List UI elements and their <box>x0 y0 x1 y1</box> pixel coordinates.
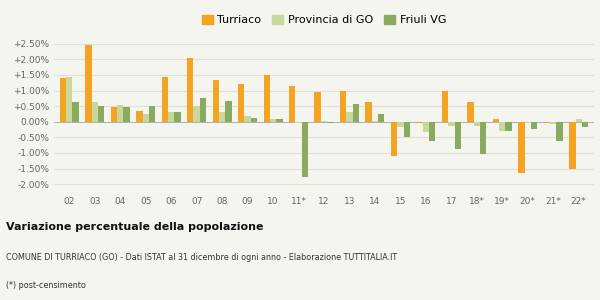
Bar <box>524 122 531 123</box>
Bar <box>225 100 232 122</box>
Bar <box>397 122 404 128</box>
Bar <box>92 101 98 122</box>
Bar <box>161 76 168 122</box>
Legend: Turriaco, Provincia di GO, Friuli VG: Turriaco, Provincia di GO, Friuli VG <box>199 12 449 27</box>
Bar <box>531 122 538 129</box>
Bar <box>327 122 334 123</box>
Bar <box>212 80 219 122</box>
Bar <box>582 122 588 128</box>
Bar <box>60 78 66 122</box>
Bar <box>505 122 512 130</box>
Bar <box>270 119 276 122</box>
Bar <box>251 118 257 122</box>
Bar <box>175 112 181 122</box>
Bar <box>493 119 499 122</box>
Bar <box>473 122 480 125</box>
Bar <box>321 121 327 122</box>
Bar <box>499 122 505 130</box>
Bar <box>187 58 193 122</box>
Bar <box>136 111 143 122</box>
Bar <box>391 122 397 156</box>
Text: (*) post-censimento: (*) post-censimento <box>6 281 86 290</box>
Bar <box>238 84 244 122</box>
Bar <box>556 122 563 141</box>
Bar <box>276 119 283 122</box>
Bar <box>117 105 124 122</box>
Bar <box>404 122 410 137</box>
Bar <box>244 116 251 122</box>
Bar <box>314 92 321 122</box>
Bar <box>544 122 550 123</box>
Bar <box>143 114 149 122</box>
Bar <box>149 106 155 122</box>
Bar <box>448 122 455 125</box>
Bar <box>168 112 175 122</box>
Bar <box>480 122 487 154</box>
Bar <box>340 91 346 122</box>
Bar <box>346 112 353 122</box>
Bar <box>442 91 448 122</box>
Bar <box>569 122 575 169</box>
Bar <box>200 98 206 122</box>
Bar <box>575 119 582 122</box>
Bar <box>66 76 73 122</box>
Text: COMUNE DI TURRIACO (GO) - Dati ISTAT al 31 dicembre di ogni anno - Elaborazione : COMUNE DI TURRIACO (GO) - Dati ISTAT al … <box>6 253 397 262</box>
Bar <box>124 107 130 122</box>
Bar <box>518 122 524 173</box>
Bar <box>73 101 79 122</box>
Bar <box>455 122 461 149</box>
Bar <box>416 122 423 123</box>
Bar <box>467 101 473 122</box>
Bar <box>378 114 385 122</box>
Bar <box>302 122 308 177</box>
Bar <box>193 106 200 122</box>
Bar <box>429 122 436 141</box>
Bar <box>263 75 270 122</box>
Bar <box>85 45 92 122</box>
Bar <box>550 122 556 124</box>
Bar <box>353 104 359 122</box>
Bar <box>110 107 117 122</box>
Bar <box>372 121 378 122</box>
Bar <box>289 86 295 122</box>
Bar <box>365 101 372 122</box>
Bar <box>98 106 104 122</box>
Bar <box>423 122 429 132</box>
Bar <box>219 112 225 122</box>
Bar <box>295 122 302 123</box>
Text: Variazione percentuale della popolazione: Variazione percentuale della popolazione <box>6 221 263 232</box>
